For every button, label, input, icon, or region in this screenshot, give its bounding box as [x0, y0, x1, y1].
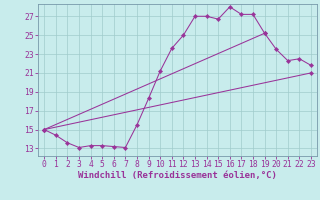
X-axis label: Windchill (Refroidissement éolien,°C): Windchill (Refroidissement éolien,°C)	[78, 171, 277, 180]
